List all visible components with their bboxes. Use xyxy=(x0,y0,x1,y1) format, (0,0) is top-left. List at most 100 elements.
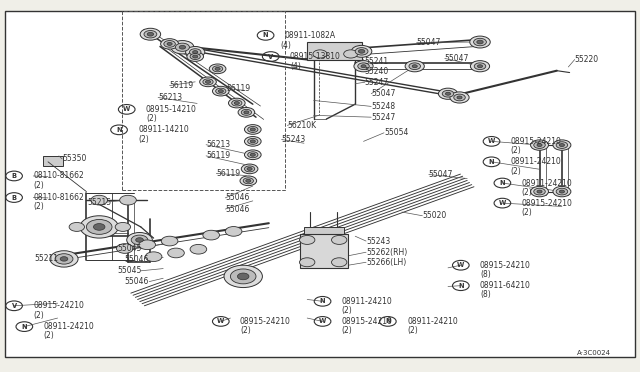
Circle shape xyxy=(244,111,249,114)
Circle shape xyxy=(212,86,229,96)
Circle shape xyxy=(203,79,213,85)
Circle shape xyxy=(470,61,490,72)
Circle shape xyxy=(60,257,68,261)
Circle shape xyxy=(147,32,154,36)
Text: (2): (2) xyxy=(146,114,157,123)
Text: 55215: 55215 xyxy=(87,198,111,207)
Circle shape xyxy=(300,258,315,267)
Text: 55047: 55047 xyxy=(417,38,441,47)
Circle shape xyxy=(241,164,258,174)
Circle shape xyxy=(358,63,369,70)
Text: 55240: 55240 xyxy=(365,67,389,76)
Circle shape xyxy=(116,244,133,253)
Circle shape xyxy=(225,227,242,236)
Text: (2): (2) xyxy=(342,326,353,335)
Circle shape xyxy=(179,45,186,49)
Text: 08911-1082A: 08911-1082A xyxy=(285,31,336,40)
Circle shape xyxy=(442,90,454,97)
Text: W: W xyxy=(217,318,225,324)
Text: (2): (2) xyxy=(33,181,44,190)
Circle shape xyxy=(203,230,220,240)
Circle shape xyxy=(193,51,198,54)
Text: 55241: 55241 xyxy=(365,57,389,65)
Text: 55220: 55220 xyxy=(575,55,599,64)
Text: 56119: 56119 xyxy=(206,151,230,160)
Circle shape xyxy=(193,55,198,58)
Text: 08915-24210: 08915-24210 xyxy=(480,261,531,270)
Circle shape xyxy=(232,100,242,106)
Circle shape xyxy=(69,222,84,231)
Text: (2): (2) xyxy=(44,331,54,340)
Circle shape xyxy=(412,65,417,68)
Text: 08110-81662: 08110-81662 xyxy=(33,193,84,202)
Circle shape xyxy=(91,195,108,205)
Text: (2): (2) xyxy=(342,306,353,315)
Circle shape xyxy=(351,45,372,57)
Circle shape xyxy=(559,190,564,193)
Text: 55266(LH): 55266(LH) xyxy=(366,258,406,267)
Text: (2): (2) xyxy=(522,208,532,217)
Circle shape xyxy=(212,66,223,72)
Text: W: W xyxy=(123,106,131,112)
Circle shape xyxy=(457,96,462,99)
Text: (8): (8) xyxy=(480,291,491,299)
Bar xyxy=(304,227,344,236)
Circle shape xyxy=(144,31,157,38)
Circle shape xyxy=(244,137,261,146)
Circle shape xyxy=(127,232,152,247)
Circle shape xyxy=(474,38,486,46)
Text: 55248: 55248 xyxy=(371,102,396,111)
Circle shape xyxy=(248,126,258,132)
Circle shape xyxy=(244,150,261,160)
Text: (2): (2) xyxy=(511,146,522,155)
Circle shape xyxy=(115,222,131,231)
Text: V: V xyxy=(268,54,273,60)
Circle shape xyxy=(171,41,194,54)
Circle shape xyxy=(241,109,252,115)
Text: 55045: 55045 xyxy=(117,244,141,253)
Text: 08911-24210: 08911-24210 xyxy=(511,157,561,166)
Circle shape xyxy=(161,236,178,246)
Circle shape xyxy=(300,235,315,244)
Circle shape xyxy=(187,52,204,61)
Text: 55045: 55045 xyxy=(117,266,141,275)
Circle shape xyxy=(140,28,161,40)
Text: 55247: 55247 xyxy=(371,113,396,122)
Circle shape xyxy=(537,144,542,147)
Text: 56119: 56119 xyxy=(170,81,194,90)
Text: 55262(RH): 55262(RH) xyxy=(366,248,407,257)
Text: N: N xyxy=(116,127,122,133)
Circle shape xyxy=(145,252,162,262)
Circle shape xyxy=(93,224,105,230)
Circle shape xyxy=(244,125,261,134)
Bar xyxy=(307,42,362,60)
Circle shape xyxy=(531,140,548,150)
Circle shape xyxy=(175,43,189,51)
Circle shape xyxy=(313,50,327,58)
Text: 08915-24210: 08915-24210 xyxy=(33,301,84,310)
Text: 55350: 55350 xyxy=(62,154,86,163)
Circle shape xyxy=(86,219,112,234)
Circle shape xyxy=(244,166,255,172)
Circle shape xyxy=(240,176,257,186)
Circle shape xyxy=(234,102,239,105)
Circle shape xyxy=(224,265,262,288)
Circle shape xyxy=(228,98,245,108)
Text: 55020: 55020 xyxy=(422,211,447,220)
Circle shape xyxy=(445,92,451,95)
Circle shape xyxy=(200,77,216,87)
Circle shape xyxy=(80,216,118,238)
Circle shape xyxy=(361,65,366,68)
Text: 56213: 56213 xyxy=(206,140,230,149)
Circle shape xyxy=(189,49,201,55)
Text: 55046: 55046 xyxy=(225,205,250,214)
Text: 55247: 55247 xyxy=(365,78,389,87)
Text: 55047: 55047 xyxy=(371,89,396,98)
Circle shape xyxy=(556,142,568,148)
Circle shape xyxy=(250,128,255,131)
Circle shape xyxy=(243,178,253,184)
Text: (2): (2) xyxy=(522,188,532,197)
Text: 55047: 55047 xyxy=(429,170,453,179)
Text: 08911-64210: 08911-64210 xyxy=(480,281,531,290)
Text: 55046: 55046 xyxy=(225,193,250,202)
